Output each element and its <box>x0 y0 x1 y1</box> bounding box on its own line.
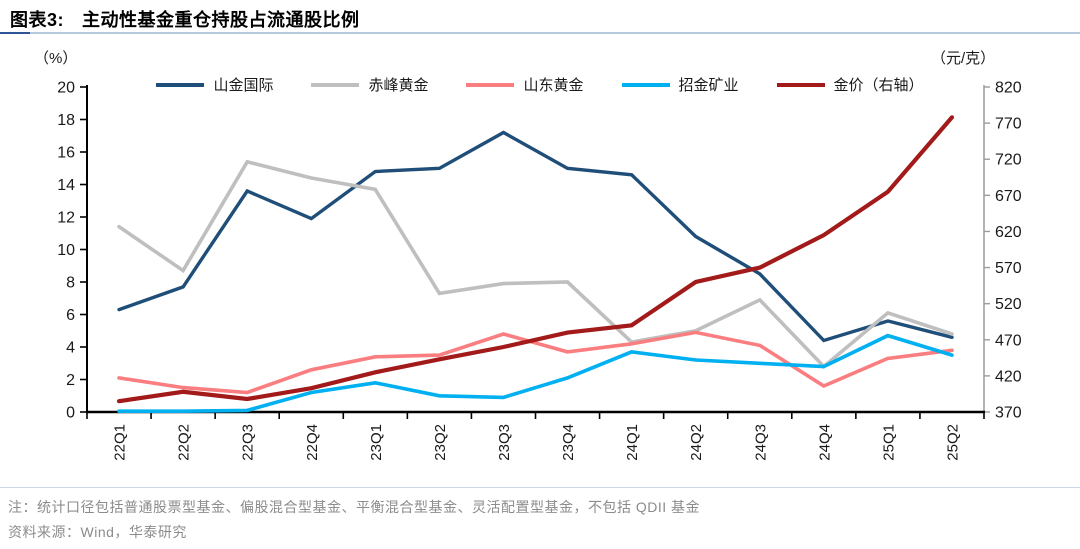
y-axis-right-tick-label: 420 <box>995 368 1022 385</box>
legend-label-3: 招金矿业 <box>678 77 739 94</box>
line-chart: 0 2 4 6 8 10 12 14 16 18 20 370 420 470 520 570 620 670 72… <box>57 80 1022 461</box>
figure-title: 主动性基金重仓持股占流通股比例 <box>82 10 360 30</box>
x-axis-label: 24Q2 <box>688 424 705 461</box>
legend-item-3: 招金矿业 <box>621 74 739 95</box>
y-axis-right-tick-label: 570 <box>995 260 1022 277</box>
legend-label-4: 金价（右轴） <box>833 77 924 94</box>
y-axis-right-tick-label: 370 <box>995 405 1022 422</box>
legend-label-0: 山金国际 <box>213 77 274 94</box>
series-line-0 <box>117 130 954 343</box>
x-axis-label: 23Q1 <box>368 424 385 461</box>
legend-item-0: 山金国际 <box>156 74 273 95</box>
x-axis-label: 25Q2 <box>944 424 961 461</box>
y-axis-left-tick-label: 8 <box>66 275 75 292</box>
y-axis-left-tick-label: 14 <box>57 177 75 194</box>
y-axis-left-tick-label: 18 <box>57 112 75 129</box>
legend-item-1: 赤峰黄金 <box>311 74 428 95</box>
series-line-3 <box>117 333 954 414</box>
y-axis-left-tick-label: 0 <box>66 405 75 422</box>
source-text: 资料来源：Wind，华泰研究 <box>8 524 187 540</box>
legend-swatch-2 <box>466 82 515 87</box>
x-axis-label: 22Q3 <box>240 424 257 461</box>
legend-swatch-3 <box>621 82 670 87</box>
x-axis-label: 22Q4 <box>304 424 321 461</box>
title-divider <box>0 32 1080 34</box>
legend-swatch-1 <box>311 82 360 87</box>
y-axis-right-tick-label: 620 <box>995 224 1022 241</box>
y-axis-left-tick-label: 10 <box>57 242 75 259</box>
legend-item-2: 山东黄金 <box>466 74 584 95</box>
legend-label-1: 赤峰黄金 <box>368 77 429 94</box>
x-axis-label: 23Q3 <box>496 424 513 461</box>
x-axis-label: 24Q4 <box>816 424 833 461</box>
figure-title-row: 图表3: 主动性基金重仓持股占流通股比例 <box>10 6 360 32</box>
right-axis-unit-label: （元/克） <box>931 50 996 67</box>
y-axis-right-tick-label: 470 <box>995 332 1022 349</box>
chart-legend: 山金国际 赤峰黄金 山东黄金 招金矿业 金价（右轴） <box>0 74 1080 95</box>
x-axis-label: 23Q2 <box>432 424 449 461</box>
legend-item-4: 金价（右轴） <box>776 74 924 95</box>
x-axis-label: 22Q1 <box>112 424 129 461</box>
y-axis-right-tick-label: 670 <box>995 188 1022 205</box>
title-divider-accent <box>0 32 30 34</box>
x-axis-label: 23Q4 <box>560 424 577 461</box>
series-line-4 <box>116 115 955 404</box>
figure-number: 图表3: <box>10 10 65 30</box>
x-axis-label: 24Q3 <box>752 424 769 461</box>
left-axis-unit-label: （%） <box>34 50 78 67</box>
x-axis-label: 25Q1 <box>880 424 897 461</box>
y-axis-left-tick-label: 20 <box>57 80 75 97</box>
legend-swatch-0 <box>156 82 205 87</box>
y-axis-right-tick-label: 520 <box>995 296 1022 313</box>
legend-swatch-4 <box>776 82 825 87</box>
y-axis-right-tick-label: 720 <box>995 152 1022 169</box>
series-line-1 <box>117 159 954 369</box>
series-line-2 <box>117 330 954 395</box>
y-axis-left-tick-label: 12 <box>57 210 75 227</box>
y-axis-left-tick-label: 4 <box>66 340 75 357</box>
y-axis-right-tick-label: 820 <box>995 80 1022 97</box>
y-axis-right-tick-label: 770 <box>995 116 1022 133</box>
y-axis-left-tick-label: 2 <box>66 372 75 389</box>
figure-notes: 注：统计口径包括普通股票型基金、偏股混合型基金、平衡混合型基金、灵活配置型基金，… <box>0 487 1080 545</box>
legend-label-2: 山东黄金 <box>523 77 584 94</box>
x-axis-label: 24Q1 <box>624 424 641 461</box>
note-text: 注：统计口径包括普通股票型基金、偏股混合型基金、平衡混合型基金、灵活配置型基金，… <box>8 499 701 515</box>
y-axis-left-tick-label: 16 <box>57 145 75 162</box>
x-axis-label: 22Q2 <box>176 424 193 461</box>
y-axis-left-tick-label: 6 <box>66 307 75 324</box>
